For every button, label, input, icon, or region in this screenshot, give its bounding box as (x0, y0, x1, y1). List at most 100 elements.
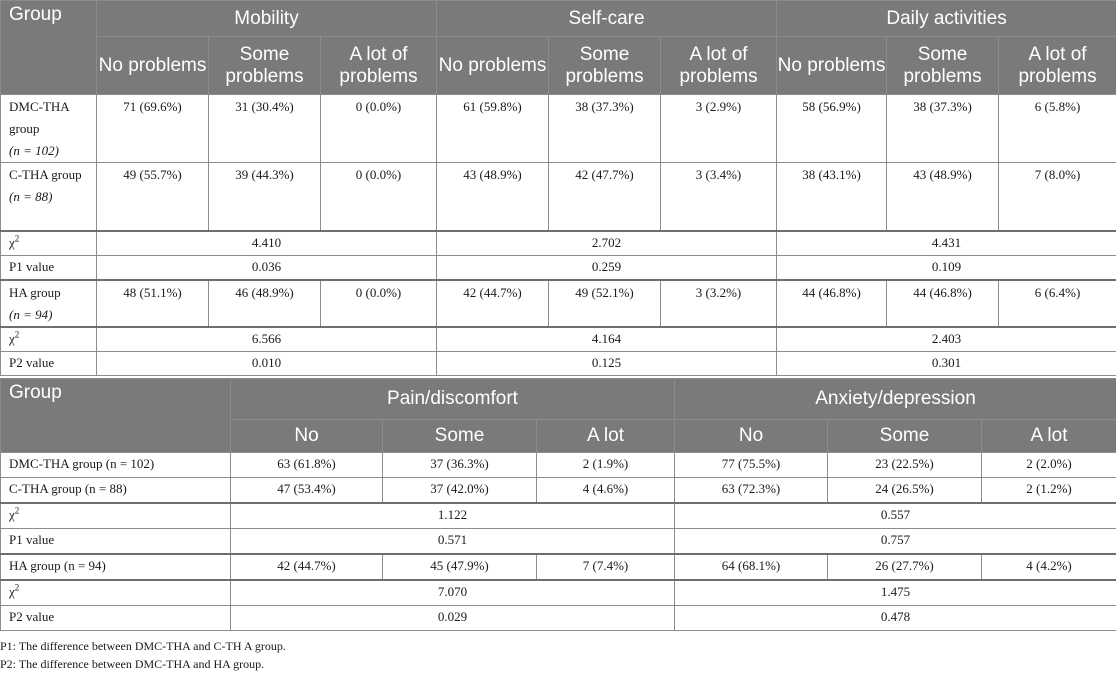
chi-value: 1.122 (230, 502, 675, 529)
table-row: DMC-THA group (n = 102) 71 (69.6%) 31 (30… (0, 94, 1116, 163)
cell: 44 (46.8%) (886, 279, 1000, 328)
header-daily-activities: Daily activities (776, 0, 1116, 37)
header-anxiety-depression: Anxiety/depression (673, 378, 1116, 420)
cell: 23 (22.5%) (827, 452, 982, 478)
row-label-n: (n = 88) (9, 189, 53, 204)
p1-value: 0.571 (230, 528, 675, 555)
table-row: P1 value 0.036 0.259 0.109 (0, 255, 1116, 281)
cell: 2 (1.2%) (980, 477, 1116, 504)
table-row: C-THA group (n = 88) 49 (55.7%) 39 (44.3%… (0, 162, 1116, 232)
chi-superscript: 2 (14, 233, 20, 244)
footnotes: P1: The difference between DMC-THA and C… (0, 637, 286, 673)
p2-value: 0.301 (776, 351, 1116, 376)
cell: 61 (59.8%) (436, 94, 550, 163)
cell: 38 (43.1%) (776, 162, 888, 232)
row-label-cth: C-THA group (n = 88) (0, 477, 231, 504)
row-label-dmc: DMC-THA group (n = 102) (0, 94, 97, 163)
table-row: χ2 7.070 1.475 (0, 579, 1116, 606)
chi-symbol: χ (9, 507, 15, 522)
p1-value: 0.109 (776, 255, 1116, 281)
p1-label: P1 value (0, 255, 97, 281)
table-row: P2 value 0.029 0.478 (0, 605, 1116, 631)
cell: 31 (30.4%) (208, 94, 321, 163)
level-no-problems: No problems (776, 36, 888, 95)
chi-superscript: 2 (14, 329, 20, 340)
chi-square-label: χ2 (0, 579, 231, 606)
cell: 63 (72.3%) (674, 477, 828, 504)
row-label-dmc: DMC-THA group (n = 102) (0, 452, 231, 478)
row-label-text: C-THA group (9, 167, 82, 182)
table-row: P1 value 0.571 0.757 (0, 528, 1116, 555)
chi-superscript: 2 (14, 505, 20, 516)
chi-value: 1.475 (673, 579, 1116, 606)
cell: 6 (5.8%) (998, 94, 1116, 163)
chi-value: 4.164 (436, 326, 778, 352)
level-no-problems: No problems (96, 36, 209, 95)
cell: 0 (0.0%) (319, 279, 438, 328)
chi-value: 2.403 (776, 326, 1116, 352)
group-header: Group (0, 378, 231, 453)
cell: 37 (36.3%) (382, 452, 537, 478)
table-row: HA group (n = 94) 48 (51.1%) 46 (48.9%) 0… (0, 279, 1116, 328)
table-row: χ2 6.566 4.164 2.403 (0, 326, 1116, 352)
cell: 42 (44.7%) (436, 279, 550, 328)
cell: 71 (69.6%) (96, 94, 209, 163)
footnote-p1: P1: The difference between DMC-THA and C… (0, 639, 286, 653)
level-a-lot-of-problems: A lot of problems (998, 36, 1116, 95)
p1-value: 0.259 (436, 255, 778, 281)
table-row: χ2 4.410 2.702 4.431 (0, 230, 1116, 256)
table-row: C-THA group (n = 88) 47 (53.4%) 37 (42.0… (0, 477, 1116, 504)
level-some: Some (382, 419, 537, 453)
cell: 77 (75.5%) (674, 452, 828, 478)
p2-label: P2 value (0, 351, 97, 376)
chi-square-label: χ2 (0, 230, 97, 256)
cell: 3 (3.2%) (660, 279, 778, 328)
row-label-ha: HA group (n = 94) (0, 553, 231, 581)
chi-symbol: χ (9, 584, 15, 599)
p2-value: 0.010 (95, 351, 438, 376)
level-some: Some (827, 419, 982, 453)
row-label-cth: C-THA group (n = 88) (0, 162, 97, 232)
cell: 2 (1.9%) (536, 452, 675, 478)
p2-value: 0.478 (673, 605, 1116, 631)
p2-value: 0.029 (230, 605, 675, 631)
p2-value: 0.125 (436, 351, 778, 376)
cell: 49 (52.1%) (548, 279, 662, 328)
chi-square-label: χ2 (0, 502, 231, 529)
cell: 63 (61.8%) (230, 452, 383, 478)
chi-square-label: χ2 (0, 326, 97, 352)
p2-label: P2 value (0, 605, 231, 631)
p1-label: P1 value (0, 528, 231, 555)
chi-superscript: 2 (14, 582, 20, 593)
cell: 48 (51.1%) (96, 279, 209, 328)
cell: 43 (48.9%) (886, 162, 1000, 232)
row-label-n: (n = 94) (9, 307, 53, 322)
header-mobility: Mobility (95, 0, 438, 37)
level-no-problems: No problems (436, 36, 550, 95)
cell: 3 (2.9%) (660, 94, 778, 163)
chi-value: 7.070 (230, 579, 675, 606)
row-label-n: (n = 102) (9, 143, 59, 158)
table-row: P2 value 0.010 0.125 0.301 (0, 351, 1116, 376)
level-some-problems: Some problems (548, 36, 662, 95)
row-label-text: HA group (9, 285, 61, 300)
header-self-care: Self-care (436, 0, 778, 37)
cell: 24 (26.5%) (827, 477, 982, 504)
p1-value: 0.036 (95, 255, 438, 281)
cell: 47 (53.4%) (230, 477, 383, 504)
level-a-lot-of-problems: A lot of problems (319, 36, 438, 95)
cell: 42 (47.7%) (548, 162, 662, 232)
level-some-problems: Some problems (886, 36, 1000, 95)
level-no: No (674, 419, 828, 453)
level-no: No (230, 419, 383, 453)
row-label-ha: HA group (n = 94) (0, 279, 97, 328)
footnote-p2: P2: The difference between DMC-THA and H… (0, 657, 265, 671)
chi-value: 0.557 (673, 502, 1116, 529)
level-some-problems: Some problems (208, 36, 321, 95)
cell: 37 (42.0%) (382, 477, 537, 504)
cell: 45 (47.9%) (382, 553, 537, 581)
chi-value: 4.410 (95, 230, 438, 256)
cell: 7 (7.4%) (536, 553, 675, 581)
level-a-lot: A lot (536, 419, 675, 453)
level-a-lot-of-problems: A lot of problems (660, 36, 778, 95)
